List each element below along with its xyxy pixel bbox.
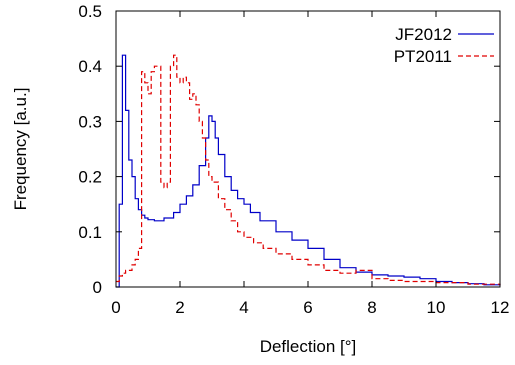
axis-tick-labels: 0 2 4 6 8 10 12 0 0.1 0.2 0.3 0.4 0.5 — [78, 2, 509, 317]
y-tick-label: 0.5 — [78, 2, 102, 21]
legend-label: JF2012 — [395, 25, 452, 44]
y-tick-label: 0.1 — [78, 223, 102, 242]
legend-label: PT2011 — [394, 47, 452, 66]
x-tick-label: 6 — [303, 298, 312, 317]
x-tick-label: 4 — [239, 298, 248, 317]
x-tick-label: 12 — [491, 298, 510, 317]
legend: JF2012 PT2011 — [394, 25, 494, 66]
y-tick-label: 0.2 — [78, 168, 102, 187]
x-tick-label: 8 — [367, 298, 376, 317]
y-tick-label: 0.4 — [78, 57, 102, 76]
axis-ticks — [115, 10, 501, 288]
series-line-jf2012 — [116, 54, 501, 288]
x-tick-label: 10 — [427, 298, 446, 317]
y-tick-label: 0 — [93, 278, 102, 297]
x-tick-label: 2 — [175, 298, 184, 317]
plot-area — [116, 54, 501, 288]
x-tick-label: 0 — [111, 298, 120, 317]
y-tick-label: 0.3 — [78, 112, 102, 131]
y-axis-label: Frequency [a.u.] — [11, 88, 30, 211]
series-line-pt2011 — [116, 54, 501, 286]
x-axis-label: Deflection [°] — [260, 337, 357, 356]
